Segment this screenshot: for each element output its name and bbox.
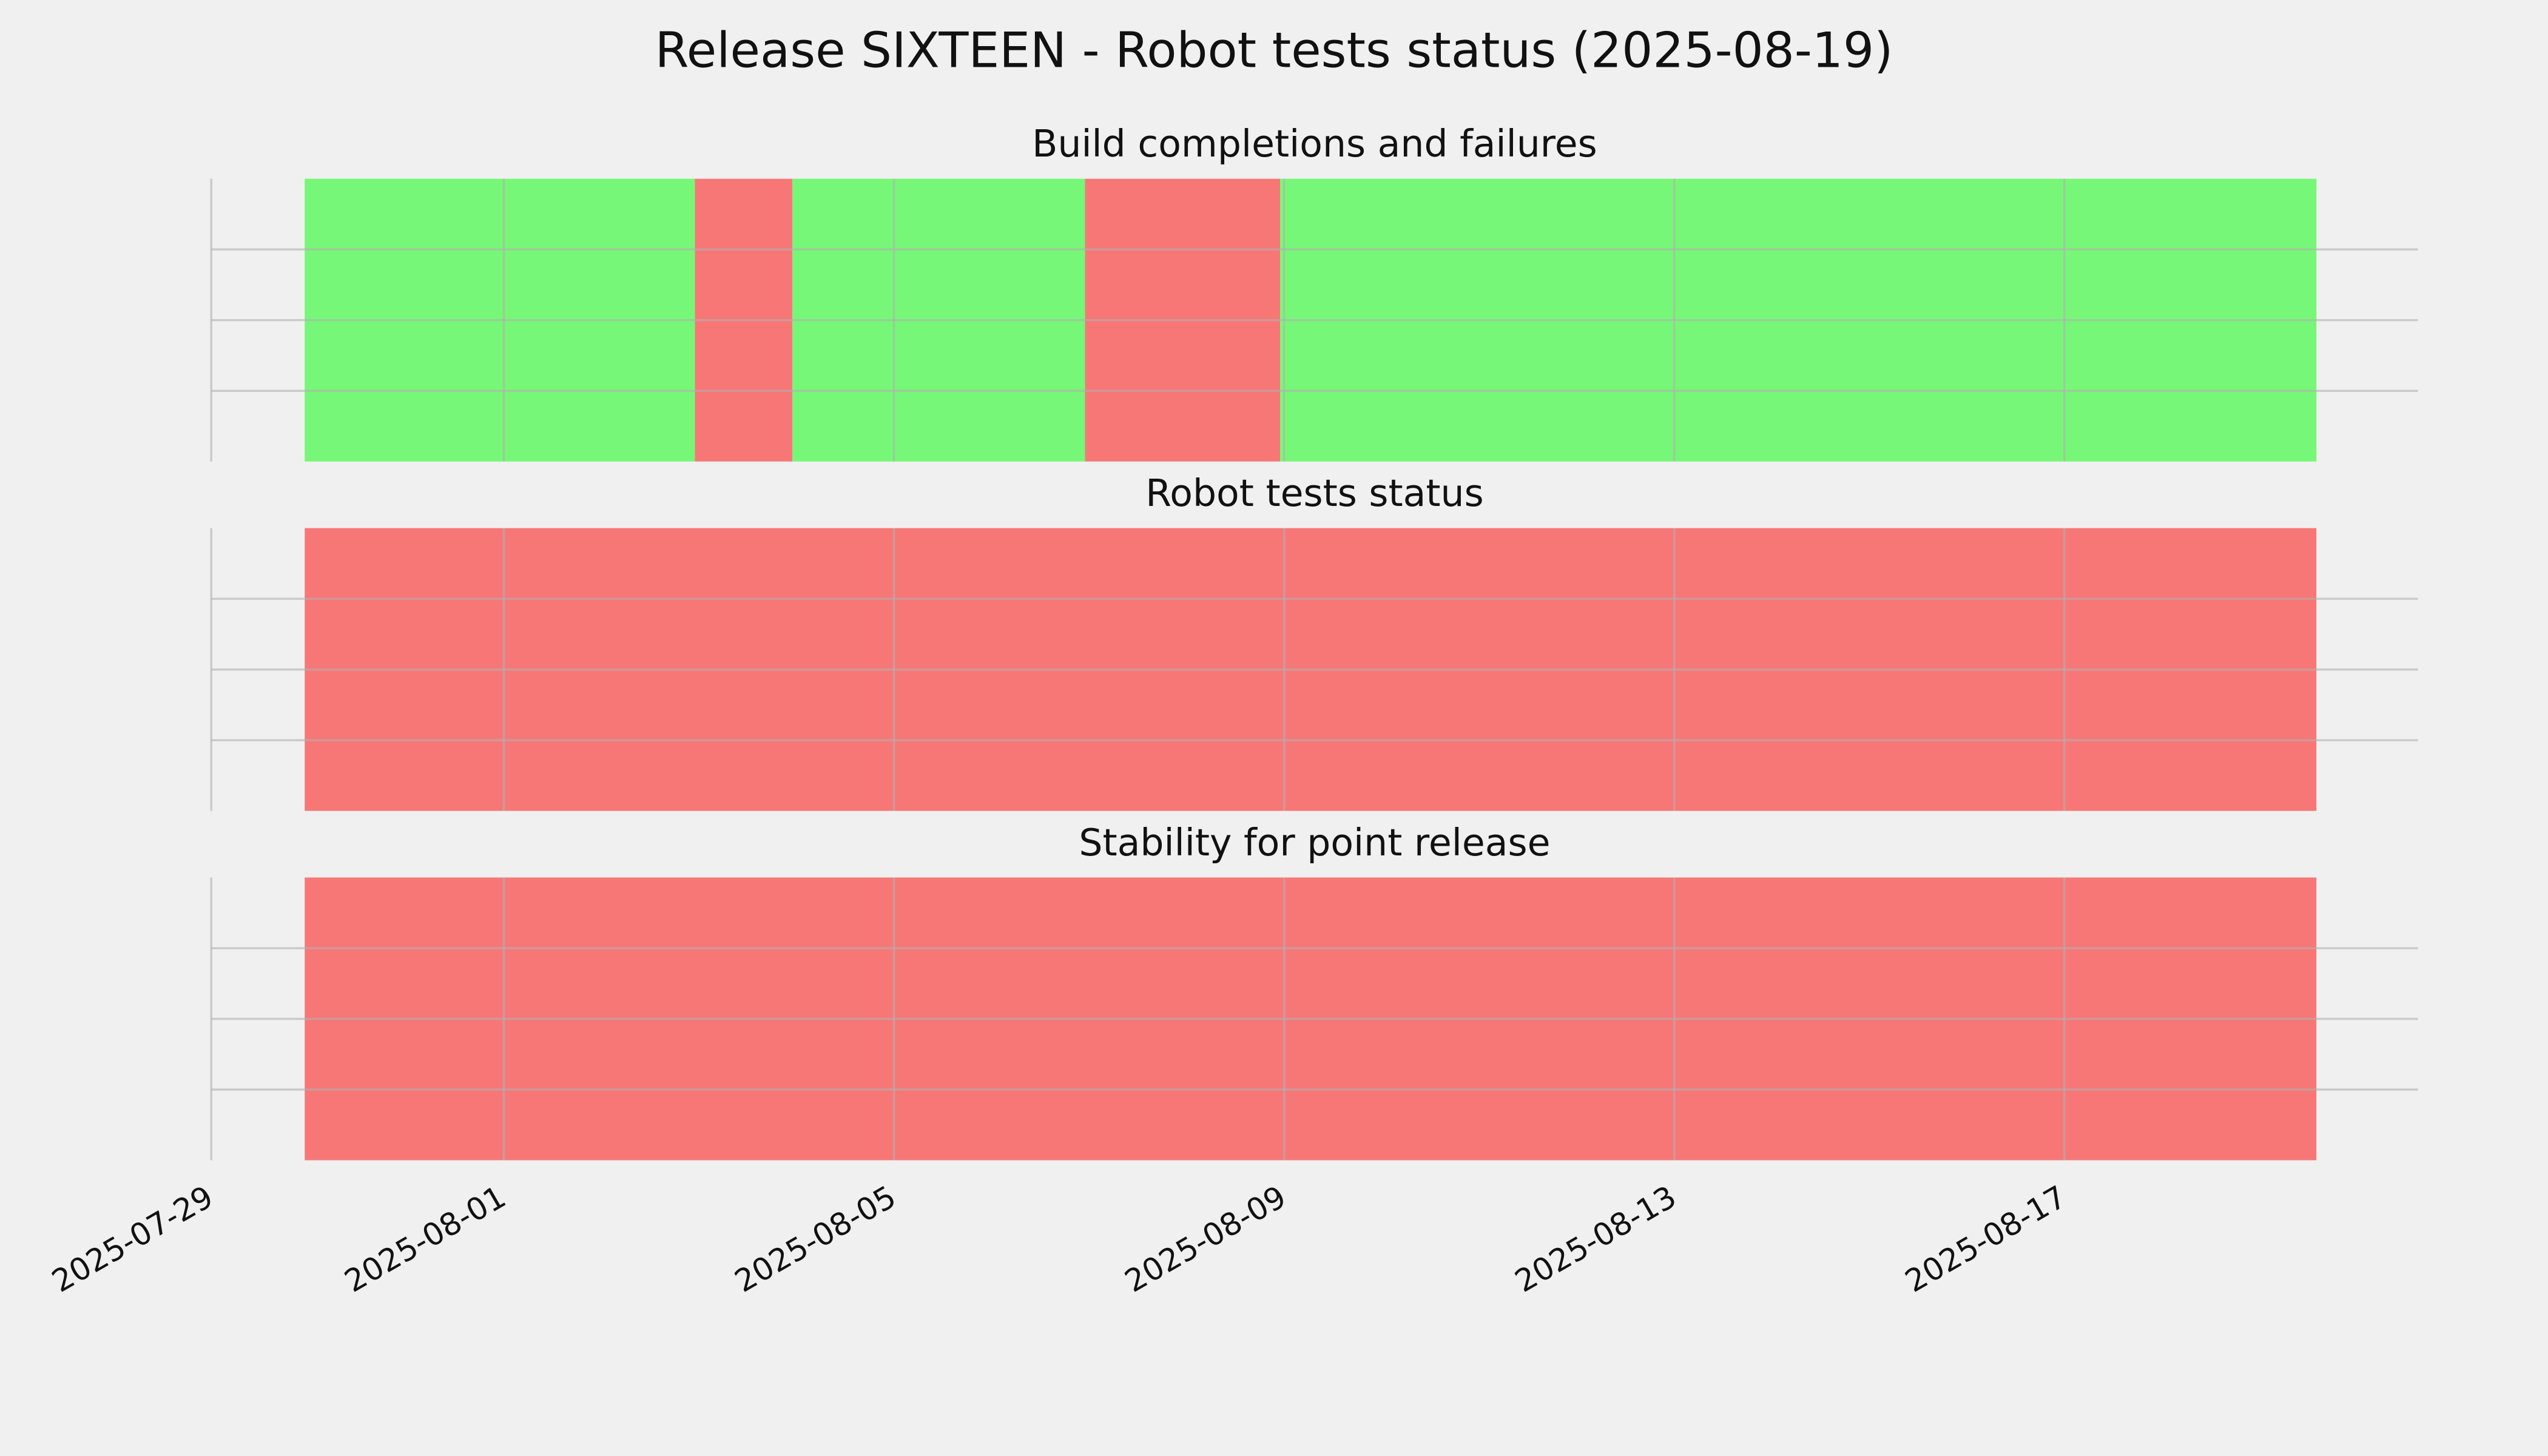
chart-title: Release SIXTEEN - Robot tests status (20… xyxy=(655,21,1893,78)
panel-title: Stability for point release xyxy=(1079,821,1550,864)
panel-title: Robot tests status xyxy=(1145,471,1483,515)
panel-title: Build completions and failures xyxy=(1032,122,1597,166)
